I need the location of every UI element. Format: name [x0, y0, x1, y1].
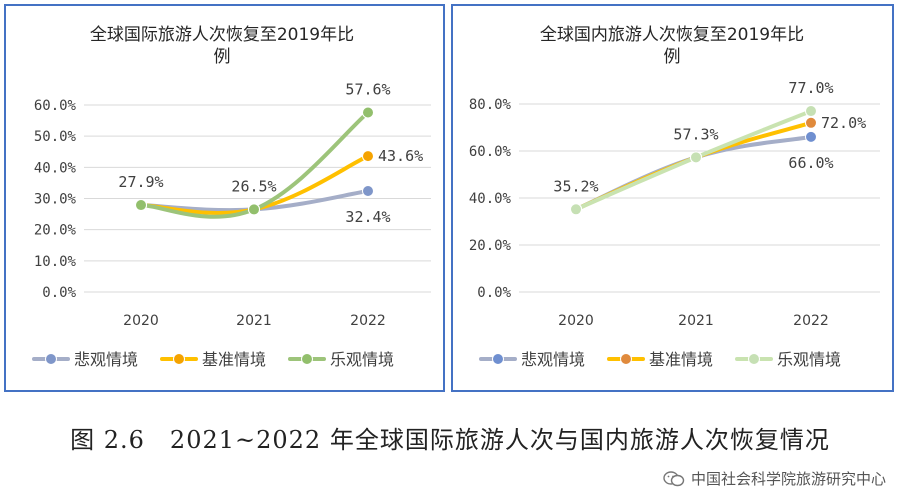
data-label: 66.0% — [788, 154, 833, 172]
legend-label: 悲观情境 — [74, 350, 138, 369]
data-label: 57.6% — [345, 80, 390, 98]
x-tick-label: 2021 — [236, 313, 272, 329]
x-tick-label: 2022 — [350, 313, 386, 329]
watermark: 中国社会科学院旅游研究中心 — [663, 468, 886, 489]
y-tick-label: 80.0% — [469, 97, 512, 113]
data-label: 27.9% — [118, 173, 163, 191]
data-point-2 — [805, 105, 817, 118]
chart-title: 例 — [664, 47, 681, 67]
legend-marker-2 — [301, 353, 313, 365]
x-tick-label: 2020 — [123, 313, 159, 329]
figure-caption: 图 2.6 2021~2022 年全球国际旅游人次与国内旅游人次恢复情况 — [70, 426, 830, 454]
legend-marker-1 — [173, 353, 185, 365]
data-label: 26.5% — [231, 177, 276, 195]
data-label: 43.6% — [378, 147, 423, 165]
series-line-2 — [139, 110, 370, 219]
data-point-2 — [248, 203, 260, 216]
legend-marker-2 — [748, 353, 760, 365]
x-tick-label: 2022 — [793, 313, 829, 329]
data-point-0 — [362, 185, 374, 198]
legend-marker-0 — [492, 353, 504, 365]
legend-label: 基准情境 — [649, 350, 713, 369]
watermark-text: 中国社会科学院旅游研究中心 — [690, 470, 886, 488]
wechat-icon — [663, 470, 685, 486]
chart-title: 例 — [214, 47, 231, 67]
legend-marker-1 — [620, 353, 632, 365]
x-tick-label: 2021 — [678, 313, 714, 329]
data-label: 72.0% — [821, 114, 866, 132]
y-tick-label: 40.0% — [34, 160, 77, 176]
y-tick-label: 20.0% — [469, 238, 512, 254]
legend-label: 基准情境 — [202, 350, 266, 369]
y-tick-label: 40.0% — [469, 191, 512, 207]
data-point-0 — [805, 130, 817, 143]
data-point-2 — [362, 106, 374, 119]
legend-label: 乐观情境 — [777, 350, 841, 369]
data-label: 35.2% — [553, 177, 598, 195]
y-tick-label: 60.0% — [469, 144, 512, 160]
data-point-2 — [570, 203, 582, 216]
data-label: 57.3% — [673, 125, 718, 143]
data-label: 77.0% — [788, 79, 833, 97]
chart-panel-domestic: 全球国内旅游人次恢复至2019年比例 0.0% 20.0% 40.0% 60.0% 80.… — [451, 4, 894, 392]
data-point-2 — [690, 151, 702, 164]
chart-title: 全球国内旅游人次恢复至2019年比 — [540, 25, 804, 45]
legend-label: 悲观情境 — [521, 350, 585, 369]
chart-panel-international: 全球国际旅游人次恢复至2019年比例 0.0% 10.0% 20.0% 30.0% 40.… — [4, 4, 445, 392]
y-tick-label: 60.0% — [34, 98, 77, 114]
data-point-2 — [135, 199, 147, 212]
legend-marker-0 — [45, 353, 57, 365]
y-tick-label: 20.0% — [34, 223, 77, 239]
data-point-1 — [362, 150, 374, 163]
y-tick-label: 30.0% — [34, 192, 77, 208]
legend-label: 乐观情境 — [330, 350, 394, 369]
y-tick-label: 0.0% — [477, 285, 511, 301]
y-tick-label: 10.0% — [34, 254, 77, 270]
y-tick-label: 0.0% — [42, 285, 76, 301]
data-label: 32.4% — [345, 208, 390, 226]
chart-title: 全球国际旅游人次恢复至2019年比 — [90, 25, 354, 45]
data-point-1 — [805, 116, 817, 129]
y-tick-label: 50.0% — [34, 129, 77, 145]
x-tick-label: 2020 — [558, 313, 594, 329]
